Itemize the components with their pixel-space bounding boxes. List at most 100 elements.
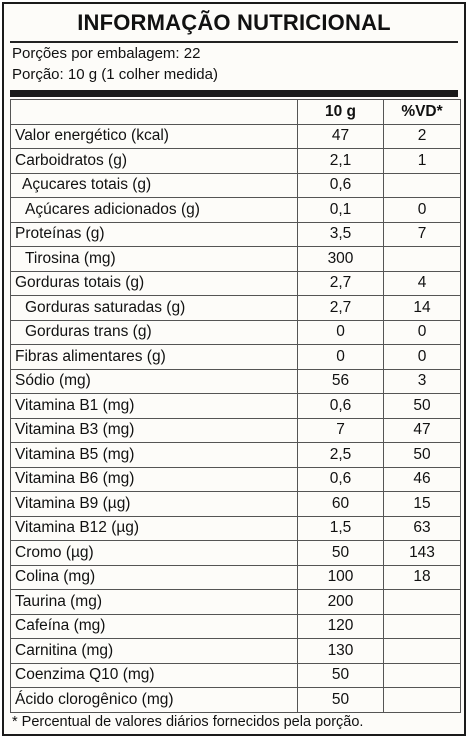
servings-per-package: Porções por embalagem: 22: [12, 45, 201, 62]
table-row: Gorduras trans (g) 0 0: [10, 319, 461, 345]
nutrient-name: Sódio (mg): [10, 368, 298, 394]
nutrient-daily-value: 50: [383, 393, 461, 419]
table-row: Gorduras totais (g) 2,7 4: [10, 270, 461, 296]
table-row: Sódio (mg) 56 3: [10, 368, 461, 394]
table-row: Cafeína (mg) 120: [10, 613, 461, 639]
table-row: Taurina (mg) 200: [10, 589, 461, 615]
nutrient-amount: 47: [297, 123, 384, 149]
nutrient-daily-value: [383, 613, 461, 639]
nutrient-daily-value: [383, 246, 461, 272]
nutrient-amount: 2,1: [297, 148, 384, 174]
table-row: Vitamina B12 (µg) 1,5 63: [10, 515, 461, 541]
nutrition-table: 10 g %VD* Valor energético (kcal) 47 2 Carb…: [10, 99, 461, 713]
nutrient-amount: 0,6: [297, 466, 384, 492]
nutrient-amount: 3,5: [297, 221, 384, 247]
nutrient-name: Carboidratos (g): [10, 148, 298, 174]
nutrient-name: Carnitina (mg): [10, 638, 298, 664]
nutrient-amount: 0,1: [297, 197, 384, 223]
nutrient-name: Açucares totais (g): [10, 172, 298, 198]
nutrient-daily-value: 4: [383, 270, 461, 296]
table-header-row: 10 g %VD*: [10, 99, 461, 125]
nutrient-amount: 200: [297, 589, 384, 615]
table-row: Vitamina B6 (mg) 0,6 46: [10, 466, 461, 492]
nutrient-daily-value: 47: [383, 417, 461, 443]
nutrient-name: Proteínas (g): [10, 221, 298, 247]
table-row: Coenzima Q10 (mg) 50: [10, 662, 461, 688]
nutrient-amount: 0,6: [297, 393, 384, 419]
nutrient-amount: 56: [297, 368, 384, 394]
nutrient-amount: 2,7: [297, 270, 384, 296]
nutrient-name: Vitamina B1 (mg): [10, 393, 298, 419]
table-row: Carboidratos (g) 2,1 1: [10, 148, 461, 174]
table-row: Vitamina B1 (mg) 0,6 50: [10, 393, 461, 419]
thick-divider-bar: [10, 90, 458, 97]
header-nutrient: [10, 99, 298, 125]
nutrient-name: Açúcares adicionados (g): [10, 197, 298, 223]
nutrient-daily-value: 63: [383, 515, 461, 541]
nutrient-amount: 60: [297, 491, 384, 517]
nutrient-name: Gorduras saturadas (g): [10, 295, 298, 321]
nutrient-name: Vitamina B9 (µg): [10, 491, 298, 517]
nutrient-daily-value: [383, 687, 461, 713]
nutrient-amount: 7: [297, 417, 384, 443]
serving-size: Porção: 10 g (1 colher medida): [12, 66, 218, 83]
table-row: Valor energético (kcal) 47 2: [10, 123, 461, 149]
nutrient-name: Taurina (mg): [10, 589, 298, 615]
nutrient-name: Vitamina B6 (mg): [10, 466, 298, 492]
nutrient-daily-value: 143: [383, 540, 461, 566]
nutrient-daily-value: 18: [383, 564, 461, 590]
nutrient-amount: 100: [297, 564, 384, 590]
table-row: Vitamina B3 (mg) 7 47: [10, 417, 461, 443]
nutrient-daily-value: 46: [383, 466, 461, 492]
nutrient-amount: 2,7: [297, 295, 384, 321]
nutrient-daily-value: 14: [383, 295, 461, 321]
nutrient-daily-value: 50: [383, 442, 461, 468]
nutrient-daily-value: 0: [383, 319, 461, 345]
nutrient-name: Valor energético (kcal): [10, 123, 298, 149]
footnote: * Percentual de valores diários fornecid…: [12, 714, 364, 730]
nutrient-daily-value: 3: [383, 368, 461, 394]
nutrient-amount: 300: [297, 246, 384, 272]
nutrient-name: Gorduras trans (g): [10, 319, 298, 345]
nutrient-daily-value: [383, 589, 461, 615]
nutrient-amount: 0: [297, 319, 384, 345]
table-row: Vitamina B9 (µg) 60 15: [10, 491, 461, 517]
table-row: Gorduras saturadas (g) 2,7 14: [10, 295, 461, 321]
table-row: Ácido clorogênico (mg) 50: [10, 687, 461, 713]
nutrient-daily-value: 2: [383, 123, 461, 149]
nutrient-name: Vitamina B5 (mg): [10, 442, 298, 468]
nutrient-amount: 50: [297, 687, 384, 713]
nutrient-name: Gorduras totais (g): [10, 270, 298, 296]
nutrient-name: Cafeína (mg): [10, 613, 298, 639]
nutrient-name: Coenzima Q10 (mg): [10, 662, 298, 688]
nutrient-daily-value: [383, 638, 461, 664]
label-title: INFORMAÇÃO NUTRICIONAL: [77, 10, 391, 35]
table-row: Açucares totais (g) 0,6: [10, 172, 461, 198]
nutrient-daily-value: [383, 172, 461, 198]
table-row: Carnitina (mg) 130: [10, 638, 461, 664]
table-row: Açúcares adicionados (g) 0,1 0: [10, 197, 461, 223]
table-row: Cromo (µg) 50 143: [10, 540, 461, 566]
nutrient-name: Tirosina (mg): [10, 246, 298, 272]
table-row: Tirosina (mg) 300: [10, 246, 461, 272]
nutrient-daily-value: 0: [383, 197, 461, 223]
nutrient-amount: 0,6: [297, 172, 384, 198]
nutrient-amount: 130: [297, 638, 384, 664]
table-row: Vitamina B5 (mg) 2,5 50: [10, 442, 461, 468]
table-row: Proteínas (g) 3,5 7: [10, 221, 461, 247]
nutrient-daily-value: 7: [383, 221, 461, 247]
nutrient-amount: 50: [297, 662, 384, 688]
nutrient-daily-value: 1: [383, 148, 461, 174]
nutrient-name: Vitamina B12 (µg): [10, 515, 298, 541]
nutrient-name: Ácido clorogênico (mg): [10, 687, 298, 713]
table-row: Colina (mg) 100 18: [10, 564, 461, 590]
title-divider: [10, 41, 458, 43]
nutrient-amount: 2,5: [297, 442, 384, 468]
nutrient-amount: 50: [297, 540, 384, 566]
header-daily-value: %VD*: [383, 99, 461, 125]
nutrient-name: Colina (mg): [10, 564, 298, 590]
nutrient-daily-value: [383, 662, 461, 688]
table-row: Fibras alimentares (g) 0 0: [10, 344, 461, 370]
nutrient-amount: 0: [297, 344, 384, 370]
header-amount: 10 g: [297, 99, 384, 125]
